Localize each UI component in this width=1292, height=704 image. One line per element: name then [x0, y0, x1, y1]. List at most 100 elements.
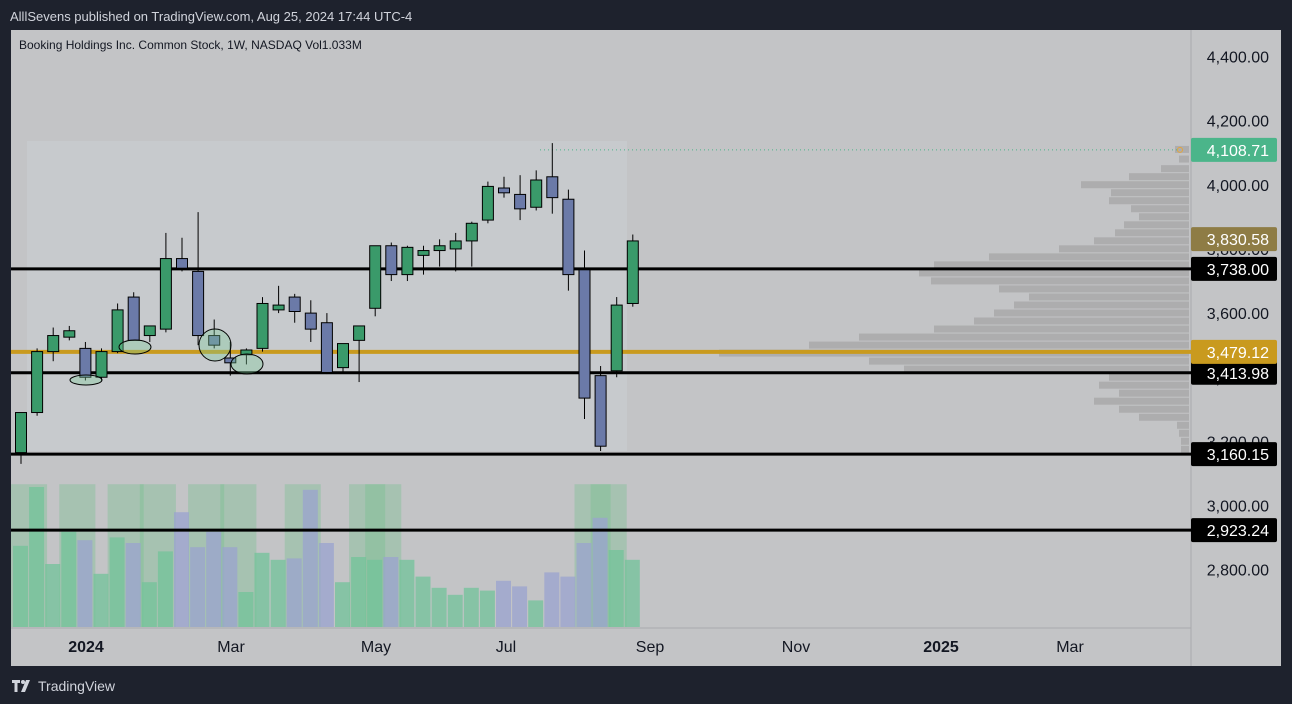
volume-bar — [238, 592, 254, 627]
level-price-label: 3,413.98 — [1191, 360, 1277, 385]
candles — [15, 143, 639, 464]
candle — [578, 250, 591, 419]
candle — [127, 292, 140, 341]
volume-profile-bar — [1129, 173, 1189, 181]
volume-profile-bar — [1139, 413, 1189, 421]
volume-bar — [254, 552, 270, 627]
candle-body — [337, 343, 349, 369]
candle — [304, 300, 317, 342]
x-tick-label: Sep — [636, 639, 665, 656]
volume-bar — [206, 531, 222, 627]
volume-profile-bar — [1161, 165, 1189, 173]
candle-body — [401, 246, 414, 276]
volume-bar — [544, 572, 560, 627]
candle — [79, 341, 92, 381]
y-tick-label: 4,200.00 — [1207, 114, 1269, 131]
volume-bar — [222, 547, 238, 627]
level-price-label-text: 3,160.15 — [1207, 447, 1269, 464]
candle — [481, 181, 494, 224]
volume-bar — [608, 550, 624, 627]
volume-profile-bar — [934, 325, 1189, 333]
candle-body — [353, 325, 366, 341]
candle-body — [224, 357, 237, 364]
level-price-label-bg — [1191, 360, 1277, 385]
level-price-label: 3,160.15 — [1191, 442, 1277, 467]
volume-profile-bar — [869, 357, 1189, 365]
candle — [385, 242, 398, 282]
x-tick-label: Mar — [217, 639, 245, 656]
candle — [47, 327, 60, 362]
candle — [272, 285, 285, 314]
x-axis-labels: 2024 Mar May Jul Sep Nov 2025 Mar — [68, 639, 1084, 656]
x-tick-label: May — [361, 639, 391, 656]
candle-body — [610, 304, 623, 372]
volume-profile-bar — [1124, 221, 1189, 229]
volume-profile-bar — [1109, 197, 1189, 205]
volume-bar — [399, 559, 415, 627]
candle-body — [31, 351, 44, 414]
candle — [401, 245, 414, 282]
volume-profile-bar — [859, 333, 1189, 341]
y-tick-label: 4,000.00 — [1207, 178, 1269, 195]
x-tick-label: 2025 — [923, 639, 959, 656]
volume-profile-bar — [1094, 237, 1189, 245]
candle-body — [514, 193, 527, 210]
volume-bar — [576, 543, 592, 627]
candle — [31, 348, 44, 416]
volume-bar — [463, 587, 479, 627]
level-price-label-bg — [1191, 442, 1277, 467]
volume-bar — [302, 489, 318, 627]
y-axis-labels: 2,800.003,000.003,200.003,400.003,600.00… — [1207, 50, 1269, 580]
candle — [546, 143, 559, 214]
candle-body — [578, 269, 591, 399]
tradingview-label: TradingView — [38, 678, 116, 694]
volume-profile-bar — [994, 309, 1189, 317]
annotation-ellipse — [69, 374, 103, 386]
volume-bar — [270, 559, 286, 627]
x-tick-label: 2024 — [68, 639, 104, 656]
candle-body — [498, 187, 510, 194]
volume-bar — [45, 564, 61, 627]
candle-body — [626, 240, 639, 304]
candle — [159, 232, 172, 333]
candle-body — [449, 240, 462, 250]
tradingview-branding[interactable]: TradingView — [12, 678, 115, 694]
volume-profile-bar — [999, 285, 1189, 293]
candle-body — [208, 335, 221, 346]
volume-bar — [141, 582, 157, 627]
volume-profile-bar — [974, 317, 1189, 325]
candle — [320, 313, 333, 375]
candle — [465, 221, 478, 267]
volume-bar — [318, 543, 334, 627]
candle-body — [546, 176, 559, 199]
volume-profile-bar — [1177, 421, 1189, 429]
highlight-range-box — [27, 141, 627, 451]
volume-bar — [431, 587, 447, 627]
candle — [176, 237, 188, 272]
volume-bar — [13, 545, 28, 627]
volume-bar — [29, 487, 45, 627]
volume-profile-bar — [904, 365, 1189, 373]
publish-header: AlllSevens published on TradingView.com,… — [0, 0, 1292, 30]
candle-body — [369, 245, 382, 309]
candle — [610, 297, 623, 378]
candle — [530, 170, 543, 211]
volume-profile-bar — [1131, 205, 1189, 213]
last-price-label-bg — [1191, 137, 1277, 162]
candle-body — [127, 296, 140, 341]
gold-price-label: 3,479.12 — [1191, 339, 1277, 364]
candle-body — [143, 325, 156, 337]
candle-body — [417, 250, 430, 256]
volume-profile-bar — [1094, 397, 1189, 405]
candle — [626, 234, 639, 307]
volume-bar — [592, 517, 608, 627]
volume-profile-bar — [1109, 373, 1189, 381]
volume-bar — [367, 559, 383, 627]
level-price-label-bg — [1191, 518, 1277, 543]
candle-body — [272, 304, 285, 311]
volume-bar — [77, 540, 93, 627]
volume-profile-bar — [1181, 437, 1189, 445]
volume-profile-bar — [931, 277, 1189, 285]
candle — [337, 343, 349, 375]
